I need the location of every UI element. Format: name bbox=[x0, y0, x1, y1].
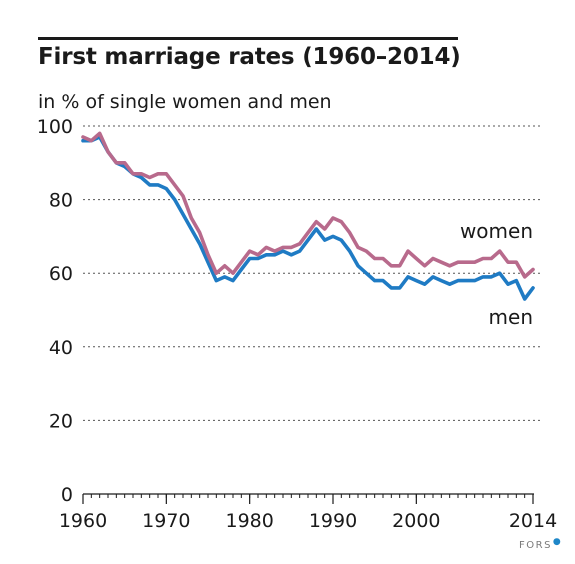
y-tick-label: 60 bbox=[49, 263, 73, 285]
x-tick-label: 2014 bbox=[509, 510, 557, 532]
series-labels: women men bbox=[460, 219, 533, 329]
series-lines bbox=[81, 131, 535, 301]
y-tick-label: 100 bbox=[37, 116, 73, 138]
x-tick-label: 1970 bbox=[142, 510, 190, 532]
y-tick-label: 80 bbox=[49, 190, 73, 212]
y-tick-label: 40 bbox=[49, 337, 73, 359]
series-label-women: women bbox=[460, 219, 533, 243]
gridlines bbox=[83, 125, 540, 421]
x-tick-label: 2000 bbox=[392, 510, 440, 532]
x-tick-label: 1990 bbox=[309, 510, 357, 532]
series-line-women bbox=[81, 131, 535, 279]
y-tick-label: 0 bbox=[61, 484, 73, 506]
title-rule bbox=[38, 37, 458, 40]
fors-logo-text: FORS bbox=[519, 540, 552, 551]
x-axis bbox=[82, 493, 534, 504]
series-label-men: men bbox=[489, 305, 533, 329]
logo-dot-icon: ● bbox=[552, 537, 563, 547]
x-tick-label: 1960 bbox=[59, 510, 107, 532]
chart-title: First marriage rates (1960–2014) bbox=[38, 44, 461, 70]
series-line-men bbox=[81, 135, 535, 301]
y-tick-label: 20 bbox=[49, 410, 73, 432]
y-tick-labels: 0 20 40 60 80 100 bbox=[37, 116, 73, 506]
x-tick-labels: 1960 1970 1980 1990 2000 2014 bbox=[59, 510, 557, 532]
fors-logo: FORS● bbox=[519, 537, 563, 551]
chart-subtitle: in % of single women and men bbox=[38, 91, 332, 113]
x-tick-label: 1980 bbox=[225, 510, 273, 532]
